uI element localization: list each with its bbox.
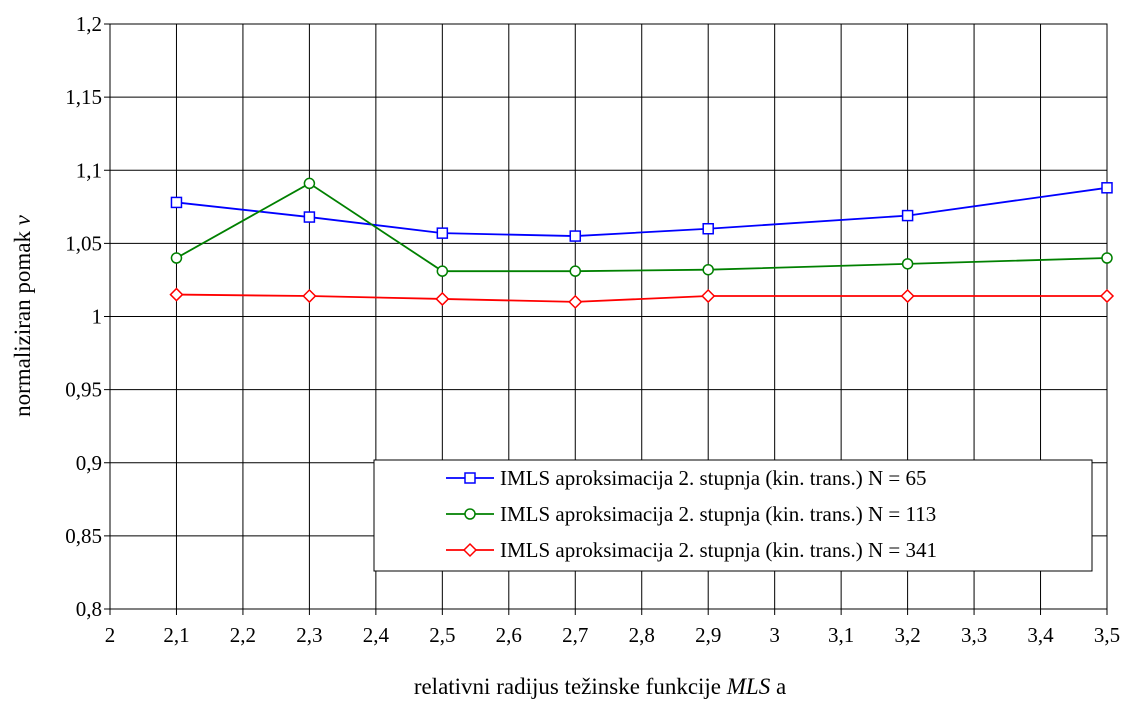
x-tick-label: 2,3 [296, 623, 322, 647]
x-tick-label: 2,2 [230, 623, 256, 647]
series-layer [169, 177, 1115, 309]
data-point-square [436, 227, 449, 239]
legend-label: IMLS aproksimacija 2. stupnja (kin. tran… [500, 466, 927, 490]
data-point-square [170, 196, 183, 209]
series-2 [170, 177, 1113, 277]
x-tick-label: 2,6 [496, 623, 522, 647]
x-tick-label: 2,1 [163, 623, 189, 647]
data-point-diamond [1099, 288, 1115, 304]
data-point-circle [569, 265, 582, 277]
y-axis-title: normaliziran pomak v [10, 214, 35, 417]
x-tick-label: 3,2 [894, 623, 920, 647]
x-tick-label: 3,4 [1027, 623, 1054, 647]
x-axis-title: relativni radijus težinske funkcije MLS … [414, 674, 786, 699]
legend-label: IMLS aproksimacija 2. stupnja (kin. tran… [500, 538, 937, 562]
data-point-circle [170, 252, 183, 264]
y-tick-label: 1 [92, 305, 103, 329]
data-point-square [303, 211, 316, 223]
series-1 [170, 182, 1113, 242]
data-point-square [702, 223, 714, 235]
data-point-circle [303, 177, 316, 190]
y-tick-label: 1,05 [65, 231, 102, 255]
x-tick-label: 2,7 [562, 623, 588, 647]
data-point-diamond [462, 542, 478, 558]
data-point-circle [436, 265, 449, 277]
y-tick-label: 1,15 [65, 85, 102, 109]
x-tick-label: 2,4 [363, 623, 390, 647]
x-tick-label: 3,3 [961, 623, 987, 647]
legend: IMLS aproksimacija 2. stupnja (kin. tran… [373, 459, 1093, 572]
data-point-diamond [435, 291, 450, 307]
data-point-circle [901, 258, 914, 270]
legend-item: IMLS aproksimacija 2. stupnja (kin. tran… [446, 538, 937, 562]
data-point-square [1101, 182, 1113, 194]
y-tick-label: 0,8 [76, 597, 102, 621]
y-tick-label: 0,85 [65, 524, 102, 548]
data-point-circle [702, 263, 714, 276]
x-tick-label: 2,9 [695, 623, 721, 647]
data-point-circle [1101, 252, 1113, 264]
data-point-square [569, 230, 582, 242]
legend-item: IMLS aproksimacija 2. stupnja (kin. tran… [446, 502, 936, 526]
y-axis-ticks: 0,8 0,85 0,9 0,95 1 1,05 1,1 1,15 1,2 [65, 12, 110, 621]
y-tick-label: 1,1 [76, 158, 102, 182]
series-3 [169, 287, 1115, 309]
x-tick-label: 2,8 [629, 623, 655, 647]
data-point-diamond [568, 294, 583, 309]
data-point-diamond [169, 287, 184, 302]
x-tick-label: 3,5 [1094, 623, 1120, 647]
data-point-diamond [701, 288, 716, 304]
x-tick-label: 2 [105, 623, 116, 647]
data-point-square [464, 472, 476, 484]
y-tick-label: 1,2 [76, 12, 102, 36]
data-point-diamond [900, 288, 915, 304]
x-tick-label: 2,5 [429, 623, 455, 647]
legend-item: IMLS aproksimacija 2. stupnja (kin. tran… [446, 466, 927, 490]
y-tick-label: 0,9 [76, 451, 102, 475]
data-point-diamond [302, 288, 317, 304]
x-tick-label: 3,1 [828, 623, 854, 647]
y-tick-label: 0,95 [65, 378, 102, 402]
legend-label: IMLS aproksimacija 2. stupnja (kin. tran… [500, 502, 936, 526]
x-tick-label: 3 [769, 623, 780, 647]
x-axis-ticks: 2 2,1 2,2 2,3 2,4 2,5 2,6 2,7 2,8 2,9 3 3,1 3,2 3,3 3,… [105, 609, 1120, 647]
data-point-circle [464, 508, 476, 520]
data-point-square [901, 209, 914, 222]
